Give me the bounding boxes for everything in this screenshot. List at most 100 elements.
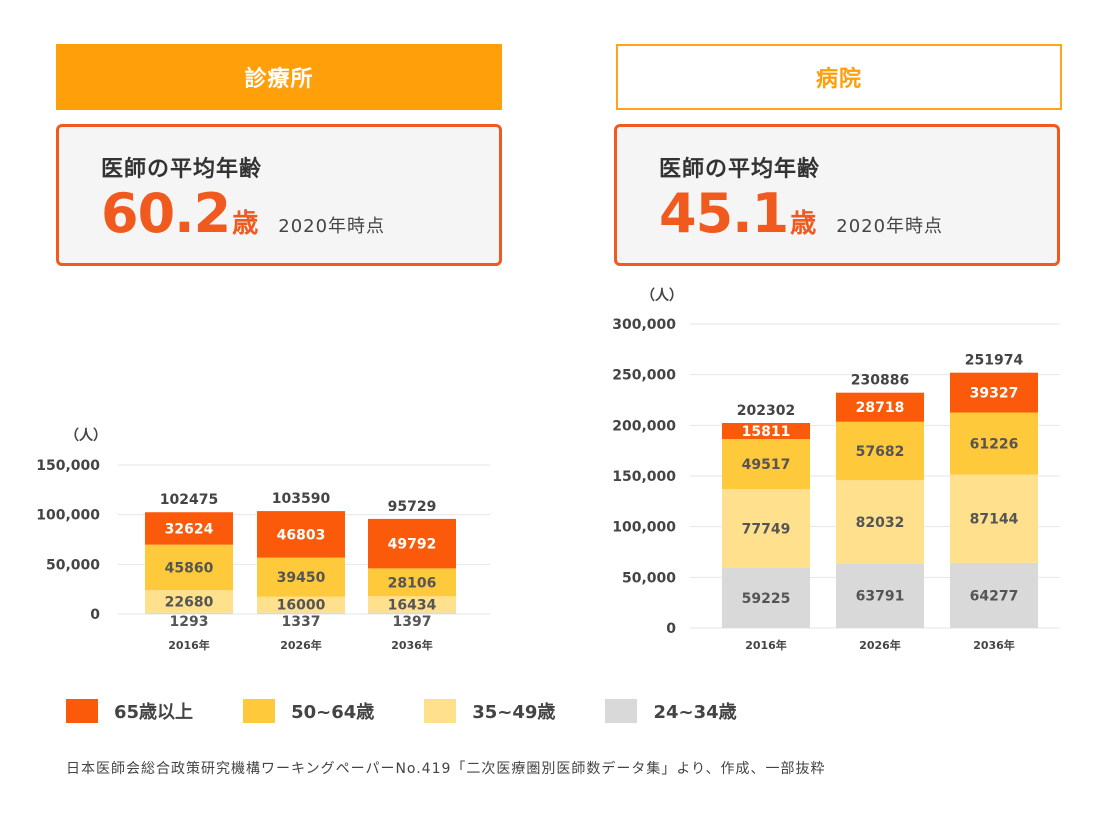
legend-label-35-49: 35~49歳 (472, 702, 556, 723)
clinic-segment-label-24-34: 1397 (393, 614, 432, 630)
clinic-y-tick-label: 100,000 (36, 508, 100, 524)
clinic-stat-value: 60.2 (101, 182, 231, 245)
clinic-y-tick-label: 0 (90, 607, 100, 623)
hospital-bar-segment-35-49 (950, 474, 1038, 563)
hospital-category-label: 2016年 (745, 638, 787, 652)
hospital-segment-label-65-plus: 39327 (970, 386, 1019, 402)
hospital-stat-line: 45.1 歳 2020年時点 (659, 185, 1057, 243)
clinic-segment-label-35-49: 16434 (388, 597, 437, 613)
clinic-segment-label-50-64: 39450 (277, 570, 326, 586)
legend-swatch-24-34 (605, 699, 638, 723)
clinic-bar-segment-65-plus (368, 518, 456, 569)
clinic-stat-label: 医師の平均年齢 (101, 157, 263, 182)
legend-item-65-plus: 65歳以上 (66, 698, 193, 724)
hospital-stat-note: 2020年時点 (836, 216, 944, 237)
hospital-bar-segment-24-34 (836, 563, 924, 628)
source-citation: 日本医師会総合政策研究機構ワーキングペーパーNo.419「二次医療圏別医師数デー… (66, 761, 826, 777)
hospital-bar-segment-35-49 (836, 480, 924, 564)
hospital-y-tick-label: 0 (666, 621, 676, 637)
clinic-bar-segment-65-plus (257, 511, 345, 558)
hospital-stat-label: 医師の平均年齢 (659, 157, 821, 182)
hospital-y-tick-label: 150,000 (612, 469, 676, 485)
hospital-bar-segment-50-64 (836, 421, 924, 481)
hospital-header: 病院 (616, 44, 1062, 110)
clinic-bar-segment-35-49 (145, 590, 233, 613)
clinic-category-label: 2016年 (168, 638, 210, 652)
clinic-segment-label-50-64: 28106 (388, 575, 437, 591)
hospital-bar-segment-65-plus (950, 372, 1038, 413)
clinic-bar-segment-50-64 (257, 557, 345, 597)
clinic-bar-segment-24-34 (257, 612, 345, 614)
hospital-segment-label-24-34: 63791 (856, 589, 905, 605)
hospital-segment-label-50-64: 49517 (742, 457, 791, 473)
hospital-total-label: 202302 (737, 403, 795, 419)
clinic-bar-segment-35-49 (257, 596, 345, 613)
clinic-bar-segment-24-34 (145, 612, 233, 614)
clinic-segment-label-35-49: 16000 (277, 598, 326, 614)
hospital-segment-label-50-64: 57682 (856, 444, 905, 460)
legend-swatch-65-plus (66, 699, 98, 723)
legend: 65歳以上 50~64歳 35~49歳 24~34歳 (66, 698, 787, 724)
legend-label-24-34: 24~34歳 (653, 702, 737, 723)
hospital-segment-label-35-49: 82032 (856, 515, 905, 531)
clinic-stat-line: 60.2 歳 2020年時点 (101, 185, 499, 243)
clinic-stat-note: 2020年時点 (278, 216, 386, 237)
clinic-unit-label: （人） (65, 427, 107, 444)
hospital-y-tick-label: 300,000 (612, 317, 676, 333)
hospital-y-tick-label: 200,000 (612, 418, 676, 434)
legend-label-50-64: 50~64歳 (291, 702, 375, 723)
hospital-bar-segment-65-plus (722, 423, 810, 440)
hospital-segment-label-24-34: 59225 (742, 591, 791, 607)
hospital-total-label: 251974 (965, 353, 1024, 369)
legend-item-35-49: 35~49歳 (424, 698, 555, 724)
clinic-segment-label-24-34: 1337 (282, 614, 321, 630)
clinic-category-label: 2026年 (280, 638, 322, 652)
clinic-bar-segment-35-49 (368, 596, 456, 613)
hospital-segment-label-35-49: 87144 (970, 512, 1019, 528)
clinic-stat-unit: 歳 (232, 209, 259, 239)
legend-item-24-34: 24~34歳 (605, 698, 737, 724)
hospital-segment-label-35-49: 77749 (742, 522, 791, 538)
clinic-total-label: 103590 (272, 491, 331, 507)
hospital-bar-segment-24-34 (722, 567, 810, 628)
hospital-stat-value: 45.1 (659, 182, 789, 245)
legend-swatch-50-64 (243, 699, 276, 723)
hospital-average-age-box: 医師の平均年齢 45.1 歳 2020年時点 (614, 124, 1060, 266)
clinic-segment-label-65-plus: 46803 (277, 527, 326, 543)
clinic-y-tick-label: 50,000 (46, 557, 100, 573)
clinic-segment-label-65-plus: 49792 (388, 537, 437, 553)
clinic-category-label: 2036年 (391, 638, 433, 652)
hospital-segment-label-65-plus: 28718 (856, 400, 905, 416)
clinic-segment-label-35-49: 22680 (165, 594, 214, 610)
clinic-total-label: 102475 (160, 492, 218, 508)
hospital-bar-segment-65-plus (836, 392, 924, 422)
hospital-category-label: 2036年 (973, 638, 1015, 652)
clinic-y-tick-label: 150,000 (36, 458, 100, 474)
clinic-segment-label-50-64: 45860 (165, 560, 214, 576)
hospital-y-tick-label: 250,000 (612, 368, 676, 384)
hospital-bar-segment-50-64 (950, 412, 1038, 475)
hospital-category-label: 2026年 (859, 638, 901, 652)
hospital-segment-label-65-plus: 15811 (742, 424, 791, 440)
clinic-header: 診療所 (56, 44, 502, 110)
hospital-unit-label: （人） (641, 287, 683, 304)
hospital-total-label: 230886 (851, 373, 909, 389)
hospital-y-tick-label: 100,000 (612, 520, 676, 536)
legend-label-65-plus: 65歳以上 (114, 702, 194, 723)
clinic-bar-segment-50-64 (368, 568, 456, 597)
clinic-bar-segment-24-34 (368, 612, 456, 614)
hospital-segment-label-24-34: 64277 (970, 588, 1019, 604)
clinic-bar-segment-50-64 (145, 544, 233, 591)
clinic-total-label: 95729 (388, 499, 437, 515)
hospital-y-tick-label: 50,000 (622, 570, 676, 586)
clinic-bar-segment-65-plus (145, 512, 233, 545)
legend-swatch-35-49 (424, 699, 457, 723)
hospital-stat-unit: 歳 (790, 209, 817, 239)
hospital-bar-segment-24-34 (950, 562, 1038, 628)
clinic-average-age-box: 医師の平均年齢 60.2 歳 2020年時点 (56, 124, 502, 266)
hospital-bar-segment-50-64 (722, 439, 810, 490)
hospital-segment-label-50-64: 61226 (970, 437, 1019, 453)
hospital-bar-segment-35-49 (722, 489, 810, 568)
clinic-segment-label-24-34: 1293 (170, 614, 209, 630)
